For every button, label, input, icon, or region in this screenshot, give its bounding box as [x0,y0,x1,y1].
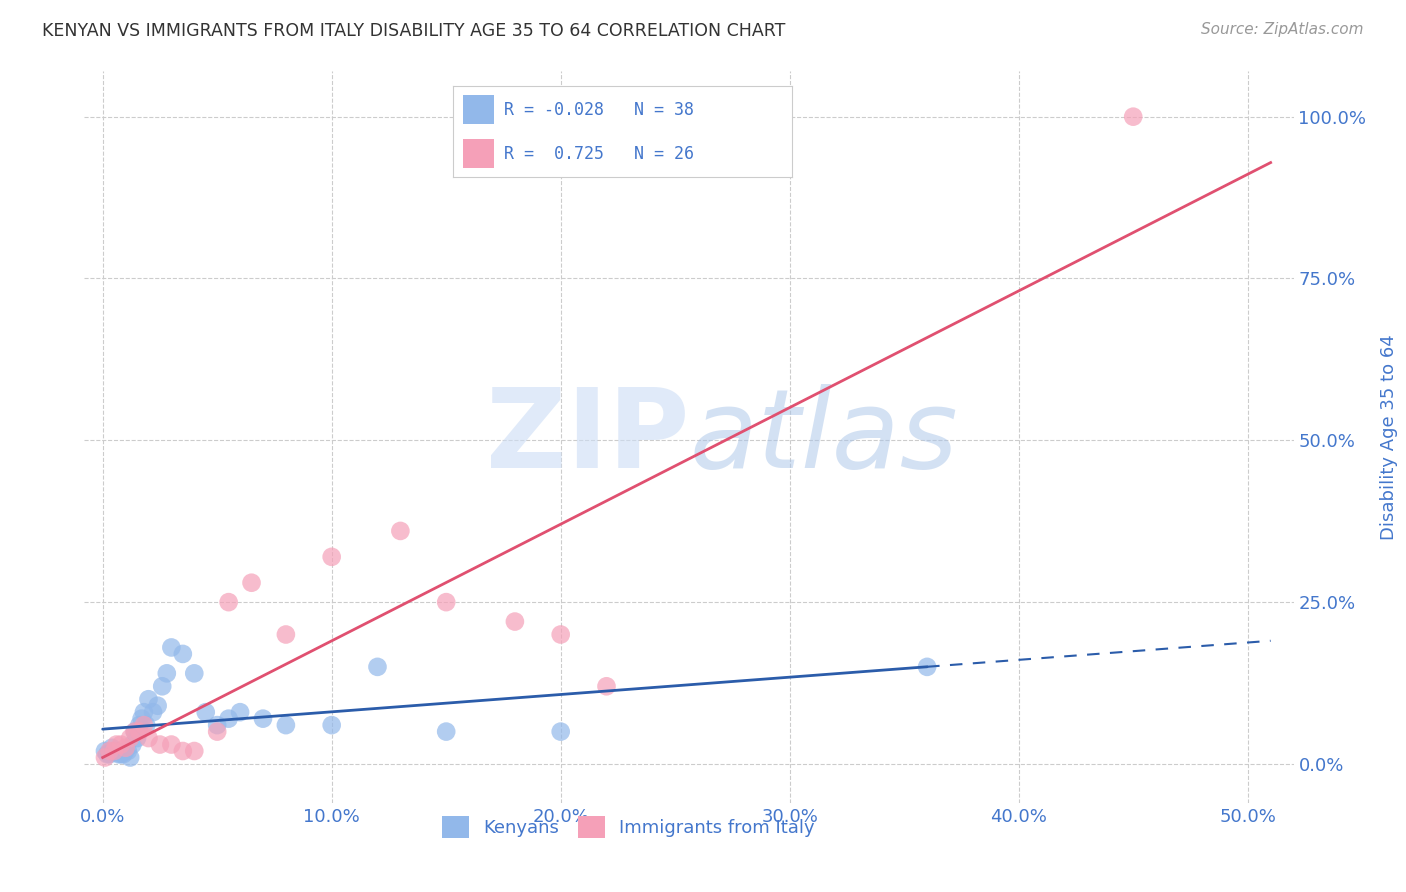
Point [96,747,118,762]
Point [98,747,121,762]
Point [94,744,117,758]
Point [194,705,217,719]
Point [172,647,194,661]
Point [150,679,173,693]
Point [252,712,274,726]
Point [183,666,205,681]
Point [138,692,160,706]
Point [94,750,117,764]
Point [98,744,121,758]
Point [550,627,572,641]
Text: atlas: atlas [689,384,957,491]
Point [205,718,228,732]
Point [112,747,135,762]
Point [105,738,128,752]
Point [274,627,297,641]
Point [146,698,169,713]
Point [183,744,205,758]
Point [138,731,160,745]
Point [114,740,136,755]
Point [218,712,240,726]
Point [135,718,157,732]
Point [160,738,183,752]
Point [915,660,938,674]
Point [156,666,179,681]
Point [110,738,132,752]
Point [103,744,125,758]
Point [172,744,194,758]
Point [595,679,617,693]
Y-axis label: Disability Age 35 to 64: Disability Age 35 to 64 [1381,334,1399,540]
Point [218,595,240,609]
Point [274,718,297,732]
Point [389,524,412,538]
Point [321,718,343,732]
Point [240,575,263,590]
Point [103,744,125,758]
Point [550,724,572,739]
Point [120,750,142,764]
Text: ZIP: ZIP [485,384,689,491]
Point [110,747,132,762]
Point [366,660,388,674]
Point [149,738,172,752]
Point [160,640,183,655]
Point [107,747,129,762]
Text: Source: ZipAtlas.com: Source: ZipAtlas.com [1201,22,1364,37]
Point [503,615,526,629]
Point [124,724,146,739]
Point [128,718,150,732]
Point [131,712,153,726]
Point [125,731,148,745]
Point [434,595,457,609]
Point [114,744,136,758]
Point [124,724,146,739]
Point [321,549,343,564]
Point [132,718,155,732]
Point [105,744,128,758]
Point [142,705,165,719]
Point [229,705,252,719]
Point [121,738,143,752]
Point [101,740,124,755]
Point [1122,110,1144,124]
Point [205,724,228,739]
Point [117,744,139,758]
Point [120,731,142,745]
Legend: Kenyans, Immigrants from Italy: Kenyans, Immigrants from Italy [434,808,823,845]
Point [128,724,150,739]
Point [434,724,457,739]
Text: KENYAN VS IMMIGRANTS FROM ITALY DISABILITY AGE 35 TO 64 CORRELATION CHART: KENYAN VS IMMIGRANTS FROM ITALY DISABILI… [42,22,786,40]
Point [132,705,155,719]
